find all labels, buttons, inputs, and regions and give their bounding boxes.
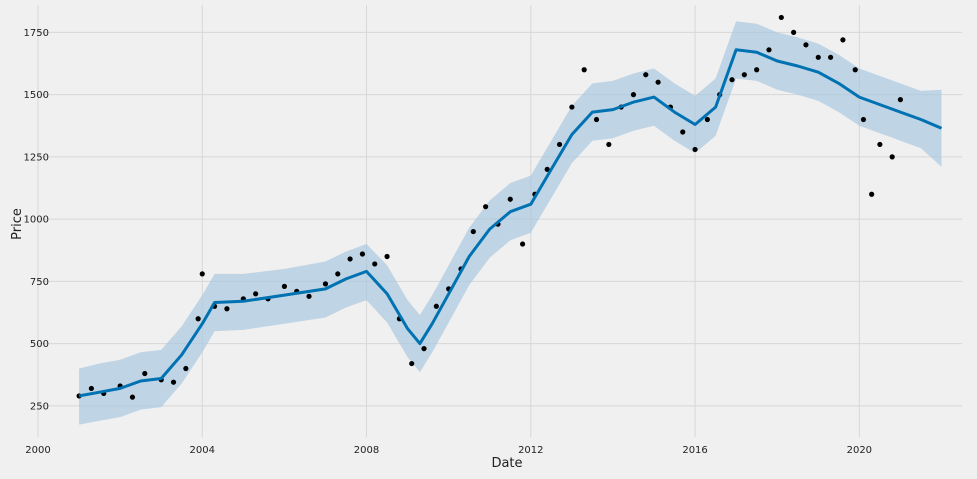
observed-point [754, 67, 760, 73]
observed-point [729, 77, 735, 83]
observed-point [791, 29, 797, 35]
y-axis-label: Price [10, 208, 25, 240]
observed-point [483, 204, 489, 210]
y-tick-label: 750 [30, 277, 49, 288]
observed-point [704, 116, 710, 123]
observed-point [766, 47, 772, 53]
observed-point [195, 316, 201, 322]
observed-point [692, 146, 698, 153]
observed-point [335, 271, 341, 277]
uncertainty-band-area [79, 21, 942, 425]
observed-point [199, 271, 205, 277]
observed-point [142, 370, 148, 377]
observed-point [593, 116, 600, 123]
observed-point [741, 72, 747, 78]
observed-point [897, 97, 904, 103]
observed-point [433, 303, 439, 309]
forecast-line [78, 48, 943, 398]
observed-point [643, 72, 649, 78]
observed-point [606, 141, 612, 148]
observed-point [372, 261, 378, 267]
y-tick-label: 250 [30, 401, 49, 412]
y-tick-label: 1750 [24, 28, 49, 39]
x-tick-label: 2000 [25, 445, 50, 456]
observed-point [840, 37, 846, 43]
observed-point [655, 79, 661, 85]
x-tick-label: 2016 [682, 445, 707, 456]
y-tick-labels: 250 500 750 1000 1250 1500 1750 [24, 28, 49, 412]
observed-point [322, 281, 329, 287]
observed-point [88, 385, 94, 392]
y-tick-label: 1000 [24, 215, 49, 226]
observed-point [877, 141, 883, 148]
observed-point [827, 54, 834, 60]
observed-point [359, 251, 366, 257]
observed-point [869, 191, 875, 197]
observed-point [224, 306, 230, 312]
observed-point [852, 67, 858, 73]
observed-point [253, 291, 259, 297]
observed-point [421, 346, 427, 352]
observed-point [519, 241, 526, 247]
observed-point [778, 14, 784, 21]
observed-point [183, 365, 189, 372]
y-tick-label: 1250 [24, 152, 49, 163]
x-tick-label: 2008 [354, 445, 379, 456]
observed-point [129, 394, 136, 400]
observed-point [556, 141, 563, 148]
observed-point [569, 104, 575, 110]
observed-point [306, 293, 312, 299]
observed-point [581, 67, 587, 73]
observed-point [680, 129, 686, 135]
observed-point [409, 360, 415, 367]
x-tick-labels: 2000 2004 2008 2012 2016 2020 [25, 445, 872, 456]
forecast-line-path [78, 48, 943, 398]
observed-point [281, 283, 287, 289]
observed-point [803, 42, 809, 48]
observed-point [815, 54, 821, 60]
observed-point [170, 379, 177, 385]
observed-point [470, 228, 476, 235]
observed-point [860, 116, 867, 123]
x-tick-label: 2020 [847, 445, 872, 456]
observed-point [889, 154, 895, 160]
y-tick-label: 500 [30, 339, 49, 350]
y-tick-label: 1500 [24, 90, 49, 101]
observed-point [384, 253, 390, 260]
observed-point [347, 256, 353, 262]
observed-point [507, 196, 513, 202]
x-tick-label: 2012 [518, 445, 543, 456]
observed-point [630, 92, 637, 98]
observed-point [544, 166, 550, 172]
x-axis-label: Date [491, 456, 522, 471]
x-tick-label: 2004 [190, 445, 215, 456]
uncertainty-band [79, 21, 942, 425]
